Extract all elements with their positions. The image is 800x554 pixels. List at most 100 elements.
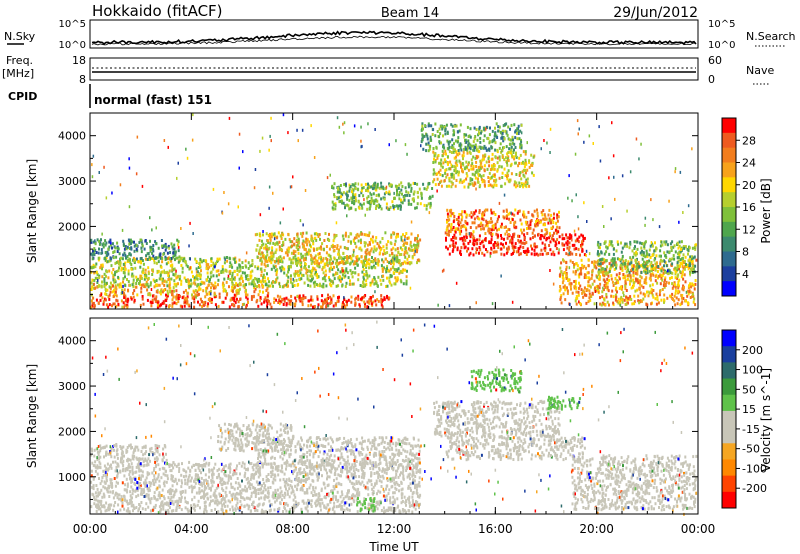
heatmap-cell xyxy=(492,226,495,230)
heatmap-cell xyxy=(366,196,369,200)
heatmap-cell xyxy=(313,305,316,308)
heatmap-cell xyxy=(417,258,420,262)
heatmap-cell xyxy=(386,267,388,271)
heatmap-cell xyxy=(575,302,578,306)
heatmap-cell xyxy=(266,253,269,257)
heatmap-cell xyxy=(339,279,342,283)
heatmap-cell xyxy=(348,198,351,202)
heatmap-cell xyxy=(287,270,290,274)
heatmap-cell xyxy=(284,251,287,255)
heatmap-cell xyxy=(361,144,363,148)
heatmap-cell xyxy=(554,240,557,244)
heatmap-cell xyxy=(445,168,448,172)
heatmap-cell xyxy=(313,156,316,159)
heatmap-cell xyxy=(109,286,112,290)
heatmap-cell xyxy=(474,143,477,147)
heatmap-cell xyxy=(691,271,694,274)
heatmap-cell xyxy=(490,234,493,238)
heatmap-cell xyxy=(438,140,441,144)
heatmap-cell xyxy=(348,186,351,190)
heatmap-cell xyxy=(311,275,314,279)
heatmap-cell xyxy=(494,226,497,230)
heatmap-cell xyxy=(105,196,108,200)
heatmap-cell xyxy=(306,238,309,242)
heatmap-cell xyxy=(229,272,231,276)
heatmap-cell xyxy=(238,277,241,281)
heatmap-cell xyxy=(516,250,518,254)
heatmap-cell xyxy=(375,186,378,190)
heatmap-cell xyxy=(150,304,153,308)
heatmap-cell xyxy=(469,226,472,229)
heatmap-cell xyxy=(407,202,410,206)
heatmap-cell xyxy=(506,177,509,181)
heatmap-cell xyxy=(396,279,399,283)
heatmap-cell xyxy=(652,218,654,222)
heatmap-cell xyxy=(574,239,577,243)
heatmap-cell xyxy=(682,211,684,214)
heatmap-cell xyxy=(238,263,241,267)
heatmap-cell xyxy=(307,248,310,252)
heatmap-cell xyxy=(141,259,144,262)
heatmap-cell xyxy=(675,266,678,270)
heatmap-cell xyxy=(390,274,393,278)
heatmap-cell xyxy=(645,262,648,266)
heatmap-cell xyxy=(189,266,191,270)
heatmap-cell xyxy=(496,228,498,232)
heatmap-cell xyxy=(375,236,378,240)
heatmap-cell xyxy=(328,269,331,273)
heatmap-cell xyxy=(555,247,558,250)
heatmap-cell xyxy=(178,277,181,281)
heatmap-cell xyxy=(341,270,344,274)
heatmap-cell xyxy=(533,209,536,213)
heatmap-cell xyxy=(372,260,375,264)
heatmap-cell xyxy=(613,259,616,263)
heatmap-cell xyxy=(416,248,419,252)
heatmap-cell xyxy=(259,252,262,256)
heatmap-cell xyxy=(265,255,268,259)
heatmap-cell xyxy=(603,278,606,282)
heatmap-cell xyxy=(164,244,167,248)
heatmap-cell xyxy=(394,239,397,243)
heatmap-cell xyxy=(98,274,101,278)
heatmap-cell xyxy=(620,250,623,254)
heatmap-cell xyxy=(390,235,393,239)
heatmap-cell xyxy=(156,301,159,305)
heatmap-cell xyxy=(672,284,675,288)
heatmap-cell xyxy=(663,278,666,282)
heatmap-cell xyxy=(231,271,234,275)
heatmap-cell xyxy=(212,267,215,271)
heatmap-cell xyxy=(465,133,468,137)
heatmap-cell xyxy=(291,244,293,248)
heatmap-cell xyxy=(406,257,409,261)
heatmap-cell xyxy=(390,242,393,246)
heatmap-cell xyxy=(263,300,266,304)
heatmap-cell xyxy=(450,163,452,167)
heatmap-cell xyxy=(380,294,383,298)
heatmap-cell xyxy=(370,281,373,285)
heatmap-cell xyxy=(407,199,410,203)
heatmap-cell xyxy=(106,250,109,254)
heatmap-cell xyxy=(214,285,217,289)
heatmap-cell xyxy=(532,173,535,177)
heatmap-cell xyxy=(453,156,456,160)
heatmap-cell xyxy=(108,259,111,263)
heatmap-cell xyxy=(566,239,569,243)
heatmap-cell xyxy=(276,241,279,245)
heatmap-cell xyxy=(625,295,628,299)
heatmap-cell xyxy=(569,259,572,263)
heatmap-cell xyxy=(502,146,505,149)
heatmap-cell xyxy=(286,251,289,254)
heatmap-cell xyxy=(382,196,385,200)
heatmap-cell xyxy=(380,282,383,286)
heatmap-cell xyxy=(104,287,107,291)
heatmap-cell xyxy=(583,293,586,297)
heatmap-cell xyxy=(154,299,157,303)
heatmap-cell xyxy=(345,182,347,186)
heatmap-cell xyxy=(304,266,307,270)
heatmap-cell xyxy=(673,294,676,298)
heatmap-cell xyxy=(398,259,401,263)
heatmap-cell xyxy=(154,298,157,301)
heatmap-cell xyxy=(336,116,339,120)
heatmap-cell xyxy=(367,243,369,247)
heatmap-cell xyxy=(498,201,501,205)
